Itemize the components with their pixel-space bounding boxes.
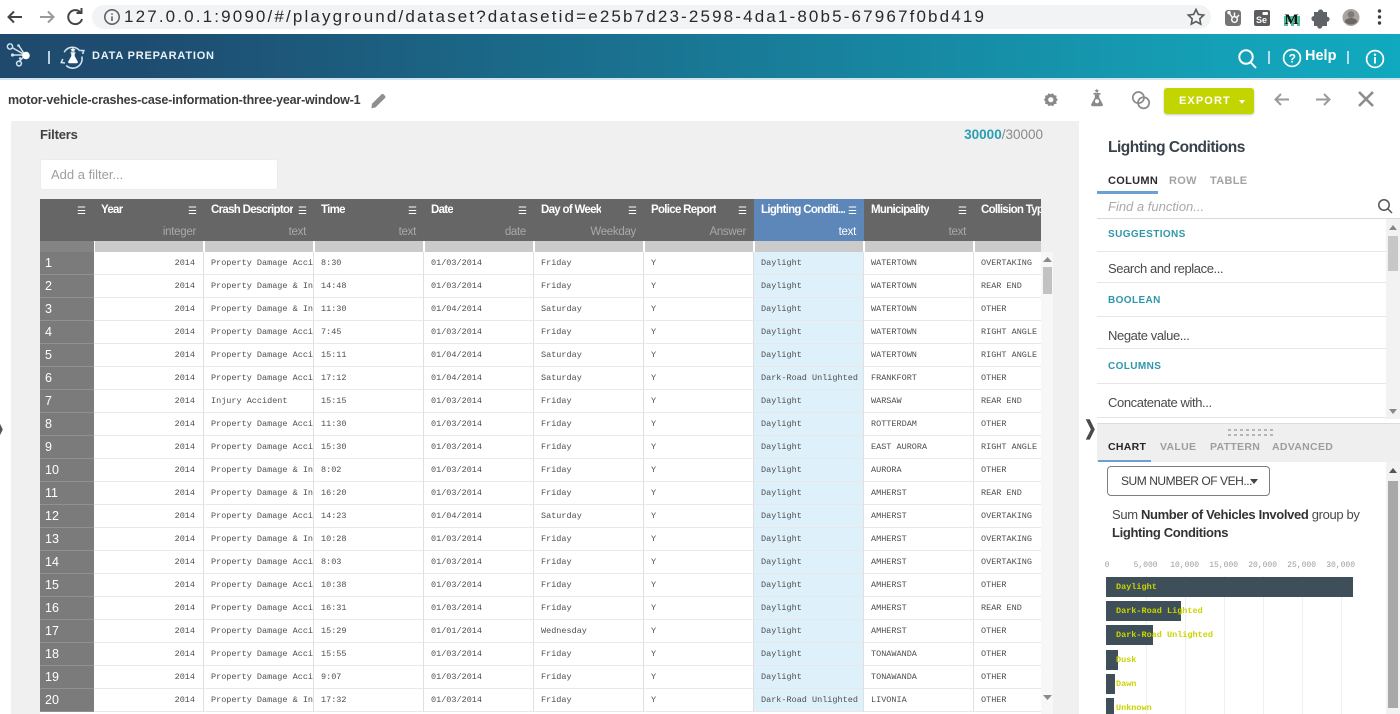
svg-text:Se: Se xyxy=(1256,15,1267,25)
svg-text:M: M xyxy=(1285,12,1299,28)
svg-text:?: ? xyxy=(1289,52,1296,66)
